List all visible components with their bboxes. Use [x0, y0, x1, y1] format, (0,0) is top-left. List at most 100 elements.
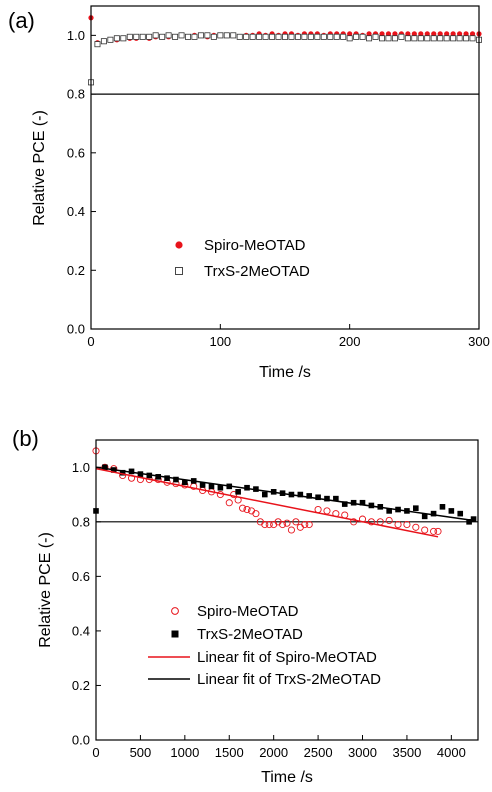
panel-a-xtick-label-2: 200 — [339, 334, 361, 349]
panel-b-fit-line-3 — [95, 466, 474, 522]
panel-a-series-0-point-45 — [379, 31, 385, 37]
panel-a-series-0-point-51 — [418, 31, 424, 37]
panel-b-series-0-point-33 — [305, 520, 313, 529]
panel-b-ylabel: Relative PCE (-) — [37, 532, 54, 648]
panel-a-series-1-point-30 — [281, 33, 288, 40]
panel-a-series-1-point-9 — [146, 33, 153, 40]
panel-a-series-1-point-15 — [184, 33, 191, 40]
panel-a-series-1-point-54 — [437, 35, 444, 42]
panel-a-series-1-point-17 — [197, 32, 204, 39]
panel-b-legend-label-0: Spiro-MeOTAD — [197, 603, 299, 620]
panel-b-series-1-point-38 — [430, 510, 437, 517]
panel-a-ytick-label-0: 0.0 — [67, 322, 85, 337]
panel-b-ytick-label-0: 0.0 — [72, 733, 90, 748]
panel-a-series-1-point-35 — [314, 33, 321, 40]
panel-a-series-1-point-37 — [327, 33, 334, 40]
panel-b-series-0-point-15 — [225, 499, 233, 507]
panel-b-series-0-point-30 — [292, 518, 300, 526]
panel-b-series-1-point-36 — [413, 505, 419, 511]
panel-a-series-1-point-26 — [256, 33, 263, 40]
panel-a-series-1-point-16 — [191, 33, 198, 40]
panel-a-series-1-point-13 — [172, 33, 179, 40]
panel-a-xtick-label-1: 100 — [209, 334, 231, 349]
panel-b-series-1-point-39 — [439, 504, 446, 510]
panel-a-series-1-point-8 — [139, 33, 146, 40]
panel-a-series-1-point-44 — [372, 33, 379, 40]
panel-b-xtick-label-6: 3000 — [348, 745, 377, 760]
panel-a-series-0-point-58 — [463, 31, 469, 37]
panel-a-series-1-point-21 — [223, 32, 230, 39]
panel-b-series-1-point-13 — [208, 483, 215, 490]
panel-a-xtick-label-0: 0 — [87, 334, 94, 349]
panel-a-series-1-point-45 — [378, 35, 385, 42]
panel-a-legend-label-0: Spiro-MeOTAD — [204, 237, 306, 254]
panel-a-legend-marker-0 — [175, 241, 183, 249]
panel-b-series-0-point-44 — [403, 520, 411, 529]
panel-b-series-0-point-47 — [430, 527, 438, 535]
panel-a-series-0-point-55 — [444, 31, 450, 37]
panel-b-label: (b) — [12, 426, 39, 451]
panel-b-series-1-point-24 — [306, 493, 313, 499]
panel-a-series-0-point-57 — [457, 31, 463, 37]
panel-a-series-1-point-32 — [294, 33, 301, 40]
panel-a-series-1-point-19 — [210, 33, 217, 40]
panel-a-series-1-point-57 — [456, 35, 463, 42]
panel-a: (a) 0 100 200 300 0.0 0.2 0.4 0.6 0.8 1.0 Time /s… — [8, 5, 490, 381]
panel-b-fit-line-2 — [95, 467, 439, 538]
panel-a-series-1-point-43 — [366, 35, 373, 42]
panel-b-series-1-point-7 — [155, 474, 161, 480]
panel-b-series-0-point-23 — [261, 520, 269, 529]
panel-a-series-0-point-54 — [437, 31, 443, 37]
panel-b-series-1-point-27 — [333, 495, 339, 502]
panel-a-series-1-point-5 — [120, 35, 127, 42]
panel-a-legend-marker-1 — [175, 267, 183, 275]
panel-b-series-1-point-17 — [244, 484, 250, 491]
panel-a-series-1-point-34 — [307, 33, 314, 40]
panel-a-ytick-label-1: 0.2 — [67, 263, 85, 278]
panel-b-xtick-label-5: 2500 — [304, 745, 333, 760]
panel-a-series-0-point-53 — [431, 31, 437, 37]
panel-b-series-1-point-3 — [119, 469, 126, 476]
panel-a-ytick-label-2: 0.4 — [67, 204, 85, 219]
panel-b-series-1-point-12 — [199, 482, 206, 488]
panel-a-series-1-point-36 — [320, 33, 327, 40]
panel-a-series-0-point-56 — [450, 31, 456, 37]
panel-b-xtick-label-8: 4000 — [437, 745, 466, 760]
panel-b-series-1-point-8 — [164, 475, 170, 481]
panel-b-series-1-point-43 — [470, 516, 477, 522]
panel-b-series-1-point-23 — [297, 491, 304, 498]
panel-b-ytick-label-5: 1.0 — [72, 460, 90, 475]
panel-b-xtick-label-7: 3500 — [392, 745, 421, 760]
panel-a-series-1-point-50 — [411, 35, 418, 42]
panel-a-series-0-point-43 — [366, 31, 372, 37]
panel-b-series-1-point-37 — [421, 513, 428, 520]
panel-a-series-1-point-6 — [126, 33, 133, 40]
panel-a-series-1-point-39 — [340, 33, 347, 40]
panel-b-ytick-label-1: 0.2 — [72, 678, 90, 693]
panel-b-series-1-point-1 — [102, 464, 108, 471]
panel-b: (b) 0 500 1000 1500 2000 2500 3000 3500 40000.00… — [12, 426, 479, 786]
panel-a-series-1-point-38 — [333, 33, 340, 40]
panel-a-series-0-point-40 — [347, 31, 353, 37]
panel-a-series-0-point-59 — [469, 31, 476, 37]
panel-b-series-0-point-42 — [385, 516, 393, 525]
panel-b-series-1-point-9 — [173, 476, 179, 483]
panel-b-ytick-label-4: 0.8 — [72, 514, 90, 529]
panel-a-xlabel: Time /s — [259, 364, 311, 381]
panel-a-series-1-point-22 — [230, 32, 237, 39]
panel-a-series-1-point-48 — [398, 33, 405, 40]
panel-b-series-1-point-16 — [235, 489, 241, 495]
panel-a-series-1-point-28 — [269, 33, 276, 40]
panel-a-series-1-point-53 — [430, 35, 437, 42]
panel-b-series-0-point-29 — [287, 526, 295, 534]
panel-b-legend-label-1: TrxS-2MeOTAD — [197, 626, 303, 643]
panel-b-series-0-point-18 — [239, 504, 247, 512]
panel-b-legend: Spiro-MeOTAD TrxS-2MeOTAD Linear fit of … — [148, 603, 381, 688]
panel-a-series-1-point-58 — [463, 35, 470, 42]
panel-a-series-1-point-51 — [417, 35, 424, 42]
panel-a-ytick-label-5: 1.0 — [67, 28, 85, 43]
panel-a-series-1-point-52 — [424, 35, 431, 42]
panel-b-series-1-point-40 — [448, 508, 455, 514]
panel-b-series-1-point-30 — [359, 499, 366, 506]
